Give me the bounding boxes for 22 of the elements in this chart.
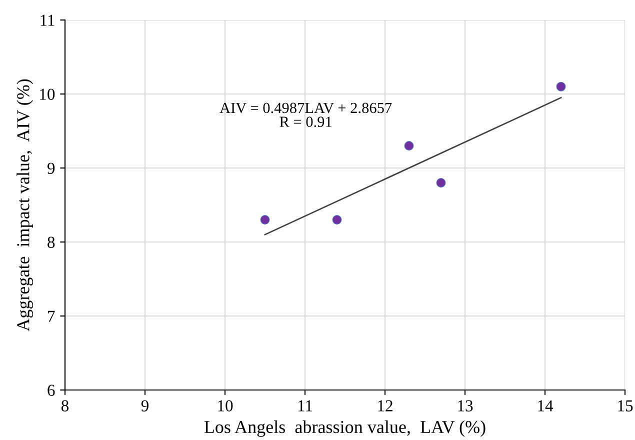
x-tick-label: 12	[378, 400, 392, 412]
x-axis-title: Los Angels abrassion value, LAV (%)	[204, 420, 486, 437]
x-tick-label: 15	[618, 400, 633, 412]
point	[436, 178, 446, 188]
y-tick-label: 6	[48, 384, 55, 396]
y-tick-label: 11	[40, 14, 54, 26]
x-tick-label: 10	[218, 400, 233, 412]
x-tick-label: 11	[298, 400, 312, 412]
point	[260, 215, 270, 225]
annotation: AIV = 0.4987LAV + 2.8657 R = 0.91	[220, 102, 392, 128]
y-tick-label: 9	[47, 162, 55, 174]
x-tick-label: 13	[458, 400, 473, 412]
y-tick-label: 10	[40, 88, 55, 100]
y-tick-label: 7	[48, 310, 55, 322]
x-tick-label: 9	[141, 400, 148, 412]
x-tick-label: 14	[538, 400, 554, 412]
y-tick-label: 8	[48, 236, 55, 248]
point	[556, 82, 566, 92]
y-axis-title: Aggregate impact value, AIV (%)	[16, 79, 34, 332]
x-tick-label: 8	[61, 400, 69, 412]
point	[332, 215, 342, 225]
point	[404, 141, 414, 151]
